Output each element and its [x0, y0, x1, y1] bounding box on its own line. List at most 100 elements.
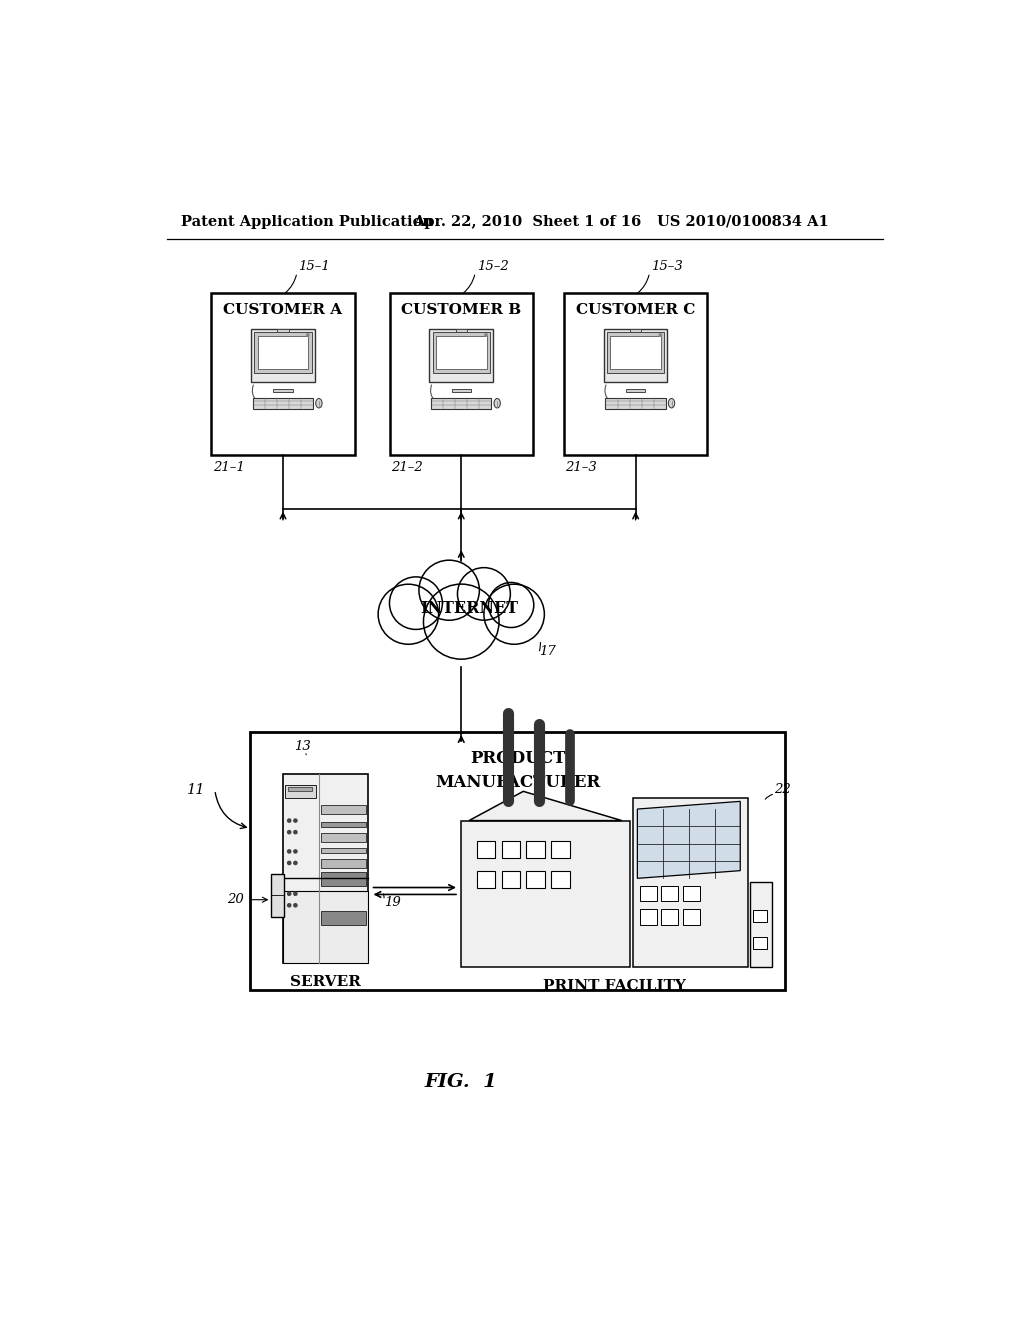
Text: 21–1: 21–1	[213, 461, 245, 474]
Bar	[551, 841, 569, 858]
Bar	[322, 911, 366, 924]
Circle shape	[293, 830, 298, 834]
Bar	[754, 937, 767, 949]
Circle shape	[484, 334, 487, 337]
Circle shape	[488, 582, 534, 627]
Bar	[254, 331, 311, 374]
Bar	[477, 841, 496, 858]
Bar	[322, 859, 366, 869]
Ellipse shape	[494, 399, 501, 408]
Bar	[283, 891, 369, 964]
Bar	[436, 337, 486, 368]
Bar	[251, 733, 785, 990]
Bar	[551, 871, 569, 888]
Bar	[286, 785, 316, 797]
Bar	[278, 329, 289, 335]
Text: SERVER: SERVER	[290, 975, 361, 989]
Circle shape	[458, 568, 510, 620]
Circle shape	[484, 585, 545, 644]
Bar	[640, 909, 656, 924]
Bar	[273, 388, 293, 392]
Bar	[662, 886, 679, 902]
Bar	[634, 797, 748, 966]
Polygon shape	[637, 801, 740, 878]
Bar	[322, 873, 366, 886]
Circle shape	[306, 334, 309, 337]
Bar	[526, 841, 545, 858]
Bar	[502, 871, 520, 888]
Text: INTERNET: INTERNET	[420, 601, 518, 618]
Circle shape	[287, 861, 292, 866]
Circle shape	[389, 577, 442, 630]
Text: 20: 20	[227, 894, 245, 907]
Text: 15–3: 15–3	[651, 260, 683, 273]
Circle shape	[293, 849, 298, 854]
Bar	[630, 329, 641, 335]
Bar	[322, 849, 366, 853]
Ellipse shape	[669, 399, 675, 408]
Text: CUSTOMER A: CUSTOMER A	[223, 304, 343, 317]
Text: Apr. 22, 2010  Sheet 1 of 16: Apr. 22, 2010 Sheet 1 of 16	[414, 215, 641, 228]
Bar	[502, 841, 520, 858]
Circle shape	[287, 818, 292, 822]
Circle shape	[293, 818, 298, 822]
Bar	[607, 331, 665, 374]
Bar	[605, 397, 666, 409]
Circle shape	[287, 830, 292, 834]
Text: PRODUCT
MANUFACTURER: PRODUCT MANUFACTURER	[435, 750, 600, 791]
Text: CUSTOMER B: CUSTOMER B	[401, 304, 521, 317]
Circle shape	[293, 903, 298, 908]
Bar	[754, 909, 767, 923]
Bar	[253, 397, 313, 409]
Bar	[431, 397, 492, 409]
Bar	[288, 788, 312, 792]
Bar	[751, 882, 772, 966]
Bar	[271, 874, 284, 916]
Text: PRINT FACILITY: PRINT FACILITY	[543, 979, 686, 993]
Text: 15–2: 15–2	[477, 260, 509, 273]
Bar	[211, 293, 354, 455]
Circle shape	[287, 849, 292, 854]
Bar	[452, 388, 471, 392]
Circle shape	[378, 585, 438, 644]
Bar	[456, 329, 467, 335]
Bar	[258, 337, 308, 368]
Text: US 2010/0100834 A1: US 2010/0100834 A1	[657, 215, 829, 228]
Text: 19: 19	[384, 896, 400, 909]
Text: Patent Application Publication: Patent Application Publication	[180, 215, 433, 228]
Text: 13: 13	[294, 741, 310, 754]
Bar	[322, 822, 366, 826]
Text: CUSTOMER C: CUSTOMER C	[575, 304, 695, 317]
Text: 21–3: 21–3	[565, 461, 597, 474]
Text: 11: 11	[187, 783, 206, 797]
Text: FIG.  1: FIG. 1	[425, 1073, 498, 1092]
Bar	[477, 871, 496, 888]
Polygon shape	[469, 792, 622, 821]
Bar	[526, 871, 545, 888]
Circle shape	[659, 334, 662, 337]
Bar	[429, 329, 493, 383]
Bar	[433, 331, 489, 374]
Bar	[604, 329, 668, 383]
Bar	[322, 805, 366, 814]
Bar	[662, 909, 679, 924]
Circle shape	[287, 891, 292, 896]
Bar	[322, 833, 366, 842]
Bar	[626, 388, 645, 392]
Text: 15–1: 15–1	[299, 260, 331, 273]
Circle shape	[419, 560, 479, 620]
Ellipse shape	[315, 399, 323, 408]
Bar	[461, 821, 630, 966]
Bar	[564, 293, 708, 455]
Bar	[610, 337, 662, 368]
Bar	[640, 886, 656, 902]
Circle shape	[287, 903, 292, 908]
Circle shape	[424, 583, 499, 659]
Text: 21–2: 21–2	[391, 461, 423, 474]
Text: 22: 22	[773, 783, 791, 796]
Text: 17: 17	[539, 644, 555, 657]
Bar	[389, 293, 532, 455]
Bar	[683, 886, 700, 902]
Bar	[283, 775, 369, 964]
Bar	[683, 909, 700, 924]
